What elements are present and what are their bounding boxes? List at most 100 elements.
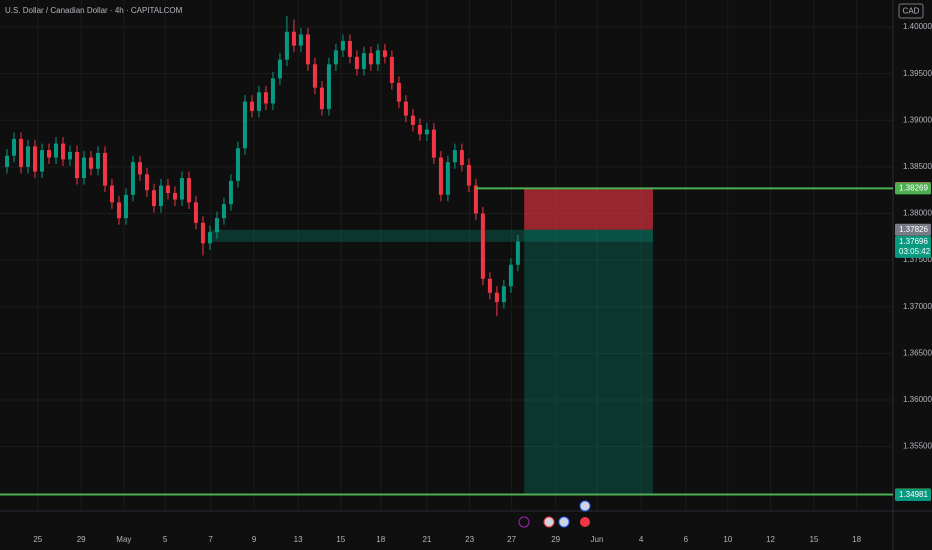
candle-body bbox=[74, 151, 79, 179]
x-tick-label: 15 bbox=[336, 535, 345, 544]
candle-body bbox=[354, 56, 359, 69]
y-tick-label: 1.36500 bbox=[903, 348, 932, 357]
candle-body bbox=[438, 157, 443, 195]
candle-body bbox=[88, 157, 93, 169]
y-tick-label: 1.40000 bbox=[903, 22, 932, 31]
candle-body bbox=[60, 143, 65, 160]
x-tick-label: 6 bbox=[684, 535, 689, 544]
candle-body bbox=[179, 178, 184, 200]
candle-body bbox=[102, 152, 107, 186]
currency[interactable]: CAD bbox=[903, 7, 920, 16]
x-tick-label: 4 bbox=[639, 535, 644, 544]
x-tick-label: 12 bbox=[766, 535, 775, 544]
candle-body bbox=[340, 41, 345, 51]
candle-body bbox=[158, 185, 163, 207]
price-tag bbox=[895, 235, 931, 258]
candle-body bbox=[95, 152, 100, 169]
candle-body bbox=[424, 129, 429, 135]
candle-body bbox=[123, 194, 128, 219]
candle-body bbox=[221, 204, 226, 219]
candle-body bbox=[18, 138, 23, 167]
price-tag-label: 1.37826 bbox=[899, 225, 928, 234]
candle-body bbox=[333, 50, 338, 65]
x-tick-label: 5 bbox=[163, 535, 168, 544]
candle-body bbox=[298, 34, 303, 46]
candle-body bbox=[452, 150, 457, 163]
price-tag-label: 1.34981 bbox=[899, 490, 928, 499]
candle-body bbox=[361, 53, 366, 69]
y-tick-label: 1.35500 bbox=[903, 442, 932, 451]
candle-body bbox=[242, 101, 247, 149]
candle-body bbox=[270, 78, 275, 104]
x-tick-label: 29 bbox=[551, 535, 560, 544]
currency-box[interactable] bbox=[898, 3, 924, 19]
candle-body bbox=[459, 150, 464, 166]
x-tick-label: Jun bbox=[591, 535, 604, 544]
event-icon[interactable] bbox=[579, 500, 591, 512]
y-tick-label: 1.39500 bbox=[903, 69, 932, 78]
x-tick-label: 21 bbox=[422, 535, 431, 544]
candle-body bbox=[130, 162, 135, 195]
position-zone bbox=[209, 229, 653, 242]
candle-body bbox=[263, 92, 268, 104]
price-tag bbox=[895, 223, 931, 236]
x-tick-label: 7 bbox=[208, 535, 213, 544]
price-tag bbox=[895, 182, 931, 195]
candle-body bbox=[487, 278, 492, 293]
x-tick-label: 23 bbox=[465, 535, 474, 544]
event-icon[interactable] bbox=[558, 516, 570, 528]
y-tick-label: 1.39000 bbox=[903, 115, 932, 124]
countdown: 03:05:42 bbox=[899, 247, 931, 256]
candle-body bbox=[466, 165, 471, 186]
candle-body bbox=[417, 124, 422, 135]
candle-body bbox=[368, 53, 373, 65]
y-tick-label: 1.38000 bbox=[903, 209, 932, 218]
candle-body bbox=[193, 202, 198, 223]
candle-body bbox=[172, 192, 177, 200]
event-icons[interactable] bbox=[518, 500, 591, 528]
candle-body bbox=[207, 232, 212, 244]
candle-body bbox=[186, 178, 191, 203]
candle-body bbox=[515, 241, 520, 265]
candle-body bbox=[137, 162, 142, 175]
candle-body bbox=[249, 101, 254, 111]
candle-body bbox=[284, 31, 289, 60]
candle-body bbox=[375, 50, 380, 65]
event-icon[interactable] bbox=[543, 516, 555, 528]
x-tick-label: 15 bbox=[809, 535, 818, 544]
candle-body bbox=[200, 222, 205, 244]
candle-body bbox=[501, 286, 506, 303]
candle-body bbox=[46, 150, 51, 158]
chart-title: U.S. Dollar / Canadian Dollar · 4h · CAP… bbox=[5, 6, 183, 15]
candle-body bbox=[228, 180, 233, 205]
candle-body bbox=[305, 34, 310, 65]
candle-body bbox=[326, 64, 331, 110]
y-tick-label: 1.37000 bbox=[903, 302, 932, 311]
candle-body bbox=[382, 50, 387, 57]
candle-body bbox=[39, 150, 44, 172]
candle-body bbox=[81, 157, 86, 179]
x-tick-label: 13 bbox=[294, 535, 303, 544]
candle-body bbox=[396, 82, 401, 102]
candle-body bbox=[319, 87, 324, 110]
candle-body bbox=[480, 213, 485, 279]
x-tick-label: 18 bbox=[852, 535, 861, 544]
candle-body bbox=[494, 292, 499, 303]
event-icon[interactable] bbox=[580, 517, 590, 527]
candle-body bbox=[403, 101, 408, 116]
candle-body bbox=[389, 56, 394, 83]
y-tick-label: 1.37500 bbox=[903, 255, 932, 264]
candle-body bbox=[312, 64, 317, 88]
x-tick-label: 18 bbox=[376, 535, 385, 544]
candle-body bbox=[116, 202, 121, 219]
candle-body bbox=[109, 185, 114, 203]
price-tag bbox=[895, 488, 931, 501]
y-tick-label: 1.36000 bbox=[903, 395, 932, 404]
x-tick-label: 25 bbox=[33, 535, 42, 544]
price-tag-label: 1.38269 bbox=[899, 184, 928, 193]
candle-body bbox=[25, 146, 30, 167]
event-icon[interactable] bbox=[518, 516, 530, 528]
position-zone bbox=[524, 187, 653, 230]
